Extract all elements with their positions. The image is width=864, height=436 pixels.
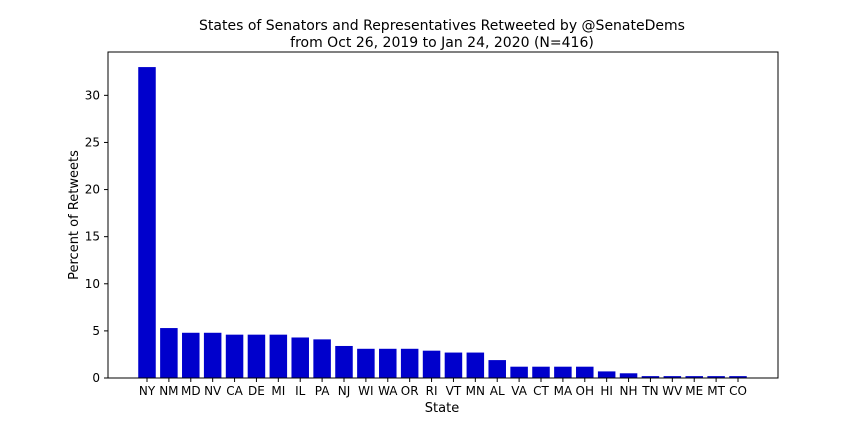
y-tick-label: 15 xyxy=(85,230,100,244)
x-tick-label: CA xyxy=(226,384,243,398)
bar-md xyxy=(182,332,200,378)
x-tick-label: NH xyxy=(620,384,638,398)
x-tick-label: ME xyxy=(685,384,703,398)
x-tick-label: NJ xyxy=(338,384,351,398)
bar-ma xyxy=(554,366,572,378)
x-tick-label: RI xyxy=(426,384,438,398)
x-tick-label: TN xyxy=(641,384,658,398)
bar-ca xyxy=(225,334,244,378)
x-tick-label: IL xyxy=(295,384,306,398)
bar-al xyxy=(488,360,506,378)
bar-co xyxy=(729,376,747,378)
bar-va xyxy=(510,366,528,378)
bar-me xyxy=(685,376,703,378)
bar-wi xyxy=(357,348,375,378)
x-tick-label: WV xyxy=(662,384,683,398)
bar-vt xyxy=(444,352,463,378)
bar-mi xyxy=(269,334,288,378)
bar-nm xyxy=(160,328,178,378)
x-tick-label: MI xyxy=(271,384,285,398)
x-tick-label: OH xyxy=(576,384,594,398)
x-tick-label: WI xyxy=(358,384,373,398)
bar-pa xyxy=(313,339,331,378)
bar-hi xyxy=(597,371,616,378)
y-axis: 0 5 10 15 20 25 30 xyxy=(85,88,108,385)
bar-il xyxy=(291,337,309,378)
bar-nh xyxy=(619,373,638,378)
chart-title-line1: States of Senators and Representatives R… xyxy=(199,18,685,34)
x-tick-label: OR xyxy=(401,384,419,398)
bar-oh xyxy=(576,366,594,378)
y-tick-label: 25 xyxy=(85,135,100,149)
bar-ri xyxy=(422,350,441,378)
x-tick-label: CT xyxy=(533,384,549,398)
x-tick-label: NV xyxy=(204,384,222,398)
bar-de xyxy=(247,334,266,378)
y-axis-label: Percent of Retweets xyxy=(67,150,82,280)
bar-ct xyxy=(532,366,550,378)
x-tick-label: DE xyxy=(248,384,265,398)
x-tick-label: NM xyxy=(159,384,178,398)
x-tick-label: MN xyxy=(466,384,485,398)
bar-mt xyxy=(707,376,725,378)
x-tick-label: VT xyxy=(446,384,462,398)
x-tick-label: VA xyxy=(511,384,527,398)
plot-area-frame xyxy=(107,51,779,379)
bar-mn xyxy=(466,352,485,378)
bar-wv xyxy=(663,376,682,378)
bar-nj xyxy=(335,345,353,378)
x-axis-label: State xyxy=(425,401,459,416)
x-tick-label: CO xyxy=(729,384,747,398)
x-tick-label: MT xyxy=(707,384,725,398)
bar-nv xyxy=(203,332,222,378)
x-tick-label: AL xyxy=(490,384,505,398)
y-tick-label: 30 xyxy=(85,88,100,102)
y-tick-label: 20 xyxy=(85,183,100,197)
chart-title-line2: from Oct 26, 2019 to Jan 24, 2020 (N=416… xyxy=(290,35,594,51)
x-tick-label: NY xyxy=(139,384,156,398)
y-tick-label: 10 xyxy=(85,277,100,291)
x-tick-label: HI xyxy=(600,384,613,398)
x-tick-label: PA xyxy=(315,384,330,398)
x-tick-label: MD xyxy=(181,384,201,398)
bars-layer xyxy=(138,67,747,378)
bar-wa xyxy=(379,348,397,378)
bar-ny xyxy=(138,67,156,378)
y-tick-label: 5 xyxy=(92,324,100,338)
bar-tn xyxy=(641,376,660,378)
y-tick-label: 0 xyxy=(92,371,100,385)
bar-or xyxy=(400,348,419,378)
x-axis: NY NM MD NV CA DE MI IL PA NJ WI WA OR RI VT MN AL VA CT MA… xyxy=(139,378,747,398)
x-tick-label: WA xyxy=(378,384,398,398)
x-tick-label: MA xyxy=(554,384,573,398)
